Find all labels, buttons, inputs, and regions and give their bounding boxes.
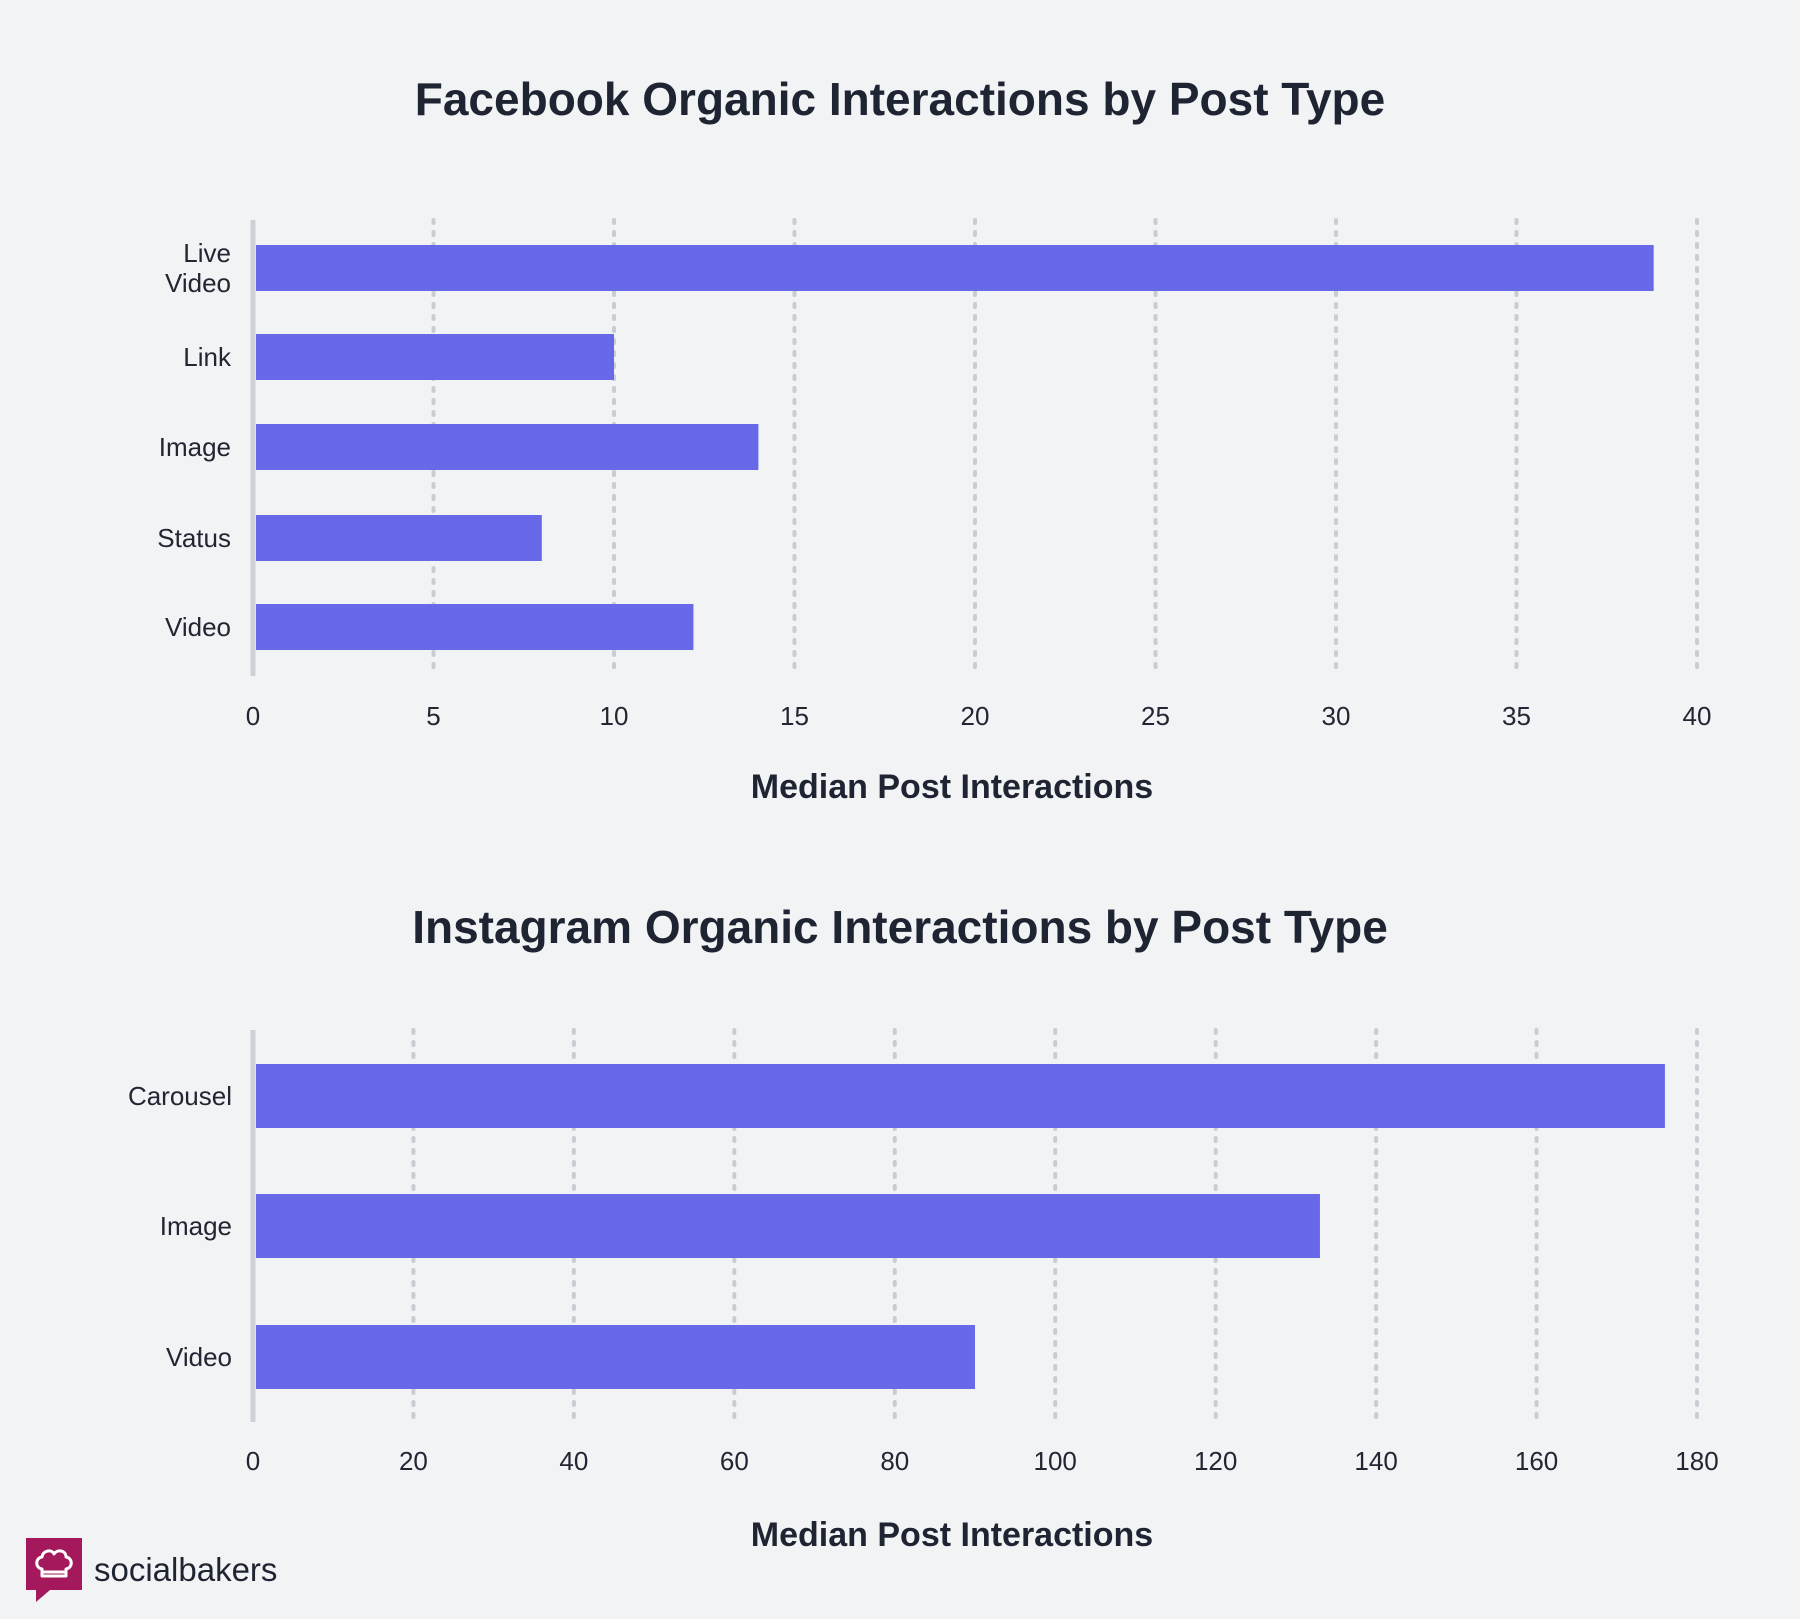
tick-label: 25: [1141, 701, 1170, 731]
category-label: Status: [157, 523, 231, 553]
tick-label: 20: [399, 1446, 428, 1476]
tick-label: 5: [426, 701, 440, 731]
chef-hat-speech-bubble-icon: [26, 1538, 82, 1602]
brand-logo: socialbakers: [26, 1538, 277, 1602]
category-label: Image: [160, 1211, 232, 1241]
tick-label: 40: [559, 1446, 588, 1476]
instagram-chart: Instagram Organic Interactions by Post T…: [128, 901, 1719, 1554]
facebook-x-axis-title: Median Post Interactions: [751, 768, 1153, 806]
tick-label: 0: [246, 701, 260, 731]
category-label-line: Status: [157, 523, 231, 553]
tick-label: 140: [1354, 1446, 1397, 1476]
tick-label: 100: [1034, 1446, 1077, 1476]
tick-label: 160: [1515, 1446, 1558, 1476]
bar: [256, 424, 759, 470]
facebook-chart: Facebook Organic Interactions by Post Ty…: [157, 73, 1711, 806]
tick-label: 80: [880, 1446, 909, 1476]
instagram-x-axis-title: Median Post Interactions: [751, 1516, 1153, 1554]
tick-label: 35: [1502, 701, 1531, 731]
bar: [256, 515, 542, 561]
category-label-line: Image: [160, 1211, 232, 1241]
bar: [256, 334, 614, 380]
category-label-line: Link: [183, 342, 232, 372]
category-label: Video: [165, 612, 231, 642]
category-label: Carousel: [128, 1081, 232, 1111]
bar: [256, 1325, 975, 1389]
tick-label: 120: [1194, 1446, 1237, 1476]
tick-label: 60: [720, 1446, 749, 1476]
tick-label: 40: [1683, 701, 1712, 731]
category-label: Live Video: [165, 238, 231, 298]
category-label: Video: [166, 1342, 232, 1372]
tick-label: 15: [780, 701, 809, 731]
tick-label: 20: [961, 701, 990, 731]
category-label-line: Video: [165, 268, 231, 298]
tick-label: 0: [246, 1446, 260, 1476]
brand-name: socialbakers: [94, 1551, 278, 1588]
bar: [256, 245, 1654, 291]
tick-label: 180: [1675, 1446, 1718, 1476]
bar: [256, 604, 694, 650]
category-label-line: Video: [166, 1342, 232, 1372]
category-label-line: Live: [183, 238, 231, 268]
bar: [256, 1064, 1665, 1128]
facebook-chart-title: Facebook Organic Interactions by Post Ty…: [415, 73, 1386, 125]
category-label: Link: [183, 342, 232, 372]
category-label-line: Video: [165, 612, 231, 642]
bar: [256, 1194, 1320, 1258]
tick-label: 30: [1322, 701, 1351, 731]
category-label: Image: [159, 432, 231, 462]
tick-label: 10: [600, 701, 629, 731]
instagram-chart-title: Instagram Organic Interactions by Post T…: [412, 901, 1388, 953]
category-label-line: Image: [159, 432, 231, 462]
category-label-line: Carousel: [128, 1081, 232, 1111]
